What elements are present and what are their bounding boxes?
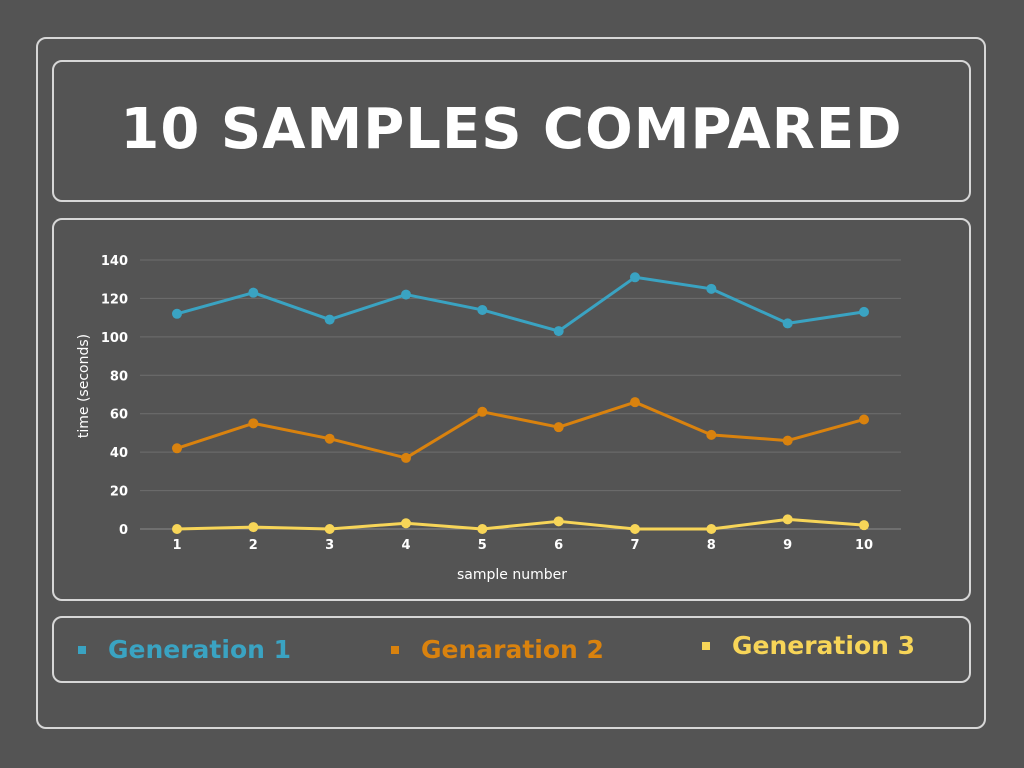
legend-swatch-generation-1 [78, 645, 86, 654]
x-tick-label-5: 5 [478, 538, 487, 553]
series-1-point-8 [706, 283, 717, 294]
x-tick-label-1: 1 [172, 538, 181, 553]
series-2-point-6 [553, 422, 564, 433]
series-3-point-6 [553, 516, 564, 527]
x-tick-label-10: 10 [855, 538, 873, 553]
y-tick-label-100: 100 [101, 331, 128, 346]
x-tick-label-6: 6 [554, 538, 563, 553]
x-tick-label-8: 8 [707, 538, 716, 553]
x-tick-label-3: 3 [325, 538, 334, 553]
series-2-point-1 [172, 443, 182, 454]
series-3-point-2 [248, 522, 259, 533]
series-3-point-1 [172, 524, 182, 534]
chart-panel [52, 218, 971, 601]
outer-frame [36, 37, 986, 729]
x-tick-label-9: 9 [783, 538, 792, 553]
x-tick-label-4: 4 [401, 538, 410, 553]
y-tick-label-80: 80 [110, 369, 128, 384]
series-2-point-9 [782, 435, 793, 446]
legend-panel: Generation 1 Genaration 2 Generation 3 [52, 616, 971, 683]
y-tick-label-60: 60 [110, 408, 128, 423]
x-axis-title: sample number [457, 567, 567, 583]
series-line-1 [176, 275, 865, 333]
series-1-point-10 [859, 306, 869, 317]
series-3-point-4 [401, 518, 411, 529]
series-1-point-3 [324, 314, 335, 325]
y-tick-label-40: 40 [110, 446, 128, 461]
series-1-point-7 [630, 272, 640, 283]
series-1-point-2 [248, 287, 259, 298]
series-3-point-7 [630, 524, 640, 534]
series-3-point-8 [706, 524, 717, 534]
chart-title: 10 SAMPLES COMPARED [120, 96, 903, 162]
series-2-point-2 [248, 418, 259, 429]
legend-swatch-generation-2 [391, 645, 399, 654]
series-3-point-9 [782, 514, 793, 525]
series-1-point-9 [782, 318, 793, 329]
series-2-point-4 [401, 452, 411, 463]
series-1-point-1 [172, 308, 182, 319]
x-tick-label-2: 2 [249, 538, 258, 553]
y-tick-label-120: 120 [101, 292, 128, 307]
series-line-2 [176, 400, 865, 460]
title-panel: 10 SAMPLES COMPARED [52, 60, 971, 202]
series-1-point-6 [553, 326, 564, 337]
series-1-point-4 [401, 289, 411, 300]
series-2-point-7 [630, 397, 640, 408]
y-tick-label-0: 0 [119, 523, 128, 538]
series-3-point-10 [859, 520, 869, 531]
series-3-point-5 [477, 524, 488, 534]
legend-item-generation-2: Genaration 2 [391, 635, 604, 664]
legend-item-generation-1: Generation 1 [78, 635, 291, 664]
legend-label-generation-2: Genaration 2 [421, 635, 604, 664]
y-tick-label-20: 20 [110, 485, 128, 500]
legend-item-generation-3: Generation 3 [702, 631, 915, 660]
y-tick-label-140: 140 [101, 254, 128, 269]
x-tick-label-7: 7 [630, 538, 639, 553]
series-2-point-8 [706, 429, 717, 440]
legend-swatch-generation-3 [702, 641, 710, 650]
legend-label-generation-1: Generation 1 [108, 635, 292, 664]
legend-label-generation-3: Generation 3 [732, 631, 916, 660]
series-3-point-3 [324, 524, 335, 534]
series-2-point-5 [477, 406, 488, 417]
series-line-3 [176, 517, 865, 531]
y-axis-title: time (seconds) [76, 334, 92, 438]
series-1-point-5 [477, 304, 488, 315]
series-2-point-3 [324, 433, 335, 444]
series-2-point-10 [859, 414, 869, 425]
